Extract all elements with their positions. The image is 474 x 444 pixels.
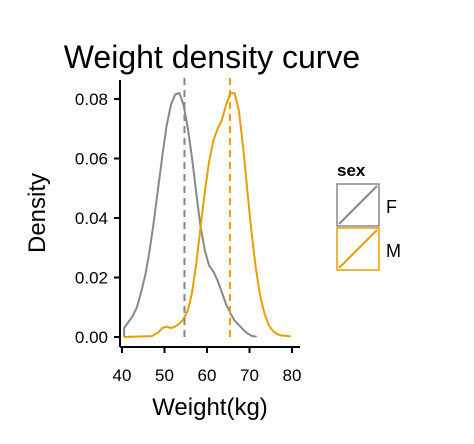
chart-title: Weight density curve <box>64 39 360 75</box>
x-tick-label: 40 <box>113 366 132 385</box>
legend: sex FM <box>336 161 401 271</box>
x-axis-title: Weight(kg) <box>152 394 268 421</box>
x-tick-label: 70 <box>240 366 259 385</box>
y-tick-label: 0.08 <box>75 90 108 109</box>
x-ticks: 40 50 60 70 80 <box>113 347 302 385</box>
y-tick-label: 0.06 <box>75 150 108 169</box>
y-axis-title: Density <box>24 173 51 253</box>
legend-label-F: F <box>386 197 397 217</box>
x-tick-label: 50 <box>155 366 174 385</box>
plot-marks <box>123 78 291 338</box>
y-tick-label: 0.02 <box>75 269 108 288</box>
x-tick-label: 60 <box>198 366 217 385</box>
density-curve-M <box>124 92 291 338</box>
y-tick-label: 0.04 <box>75 209 108 228</box>
y-ticks: 0.00 0.02 0.04 0.06 0.08 <box>75 90 120 347</box>
y-tick-label: 0.00 <box>75 328 108 347</box>
x-tick-label: 80 <box>283 366 302 385</box>
legend-key-line-M <box>338 229 378 269</box>
legend-key-line-F <box>338 185 378 225</box>
legend-keys: FM <box>336 183 401 271</box>
density-curve-F <box>123 92 257 338</box>
legend-label-M: M <box>386 241 401 261</box>
legend-title: sex <box>337 161 366 180</box>
